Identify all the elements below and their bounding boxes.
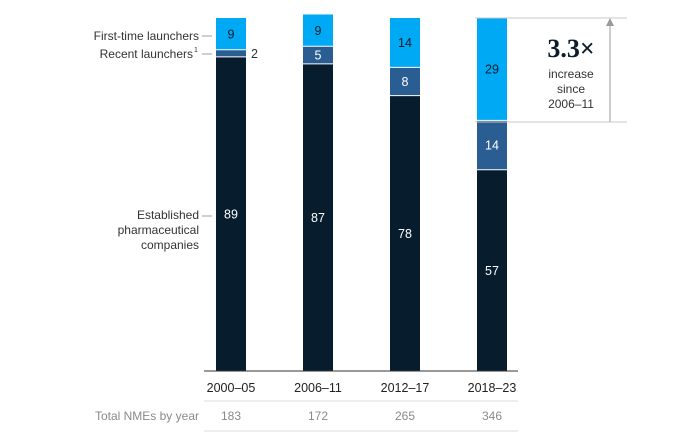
bar-recent-launchers-2018-23 [477, 120, 507, 170]
data-label-recent-launchers-2000-05: 2 [251, 47, 258, 61]
data-label-established-pharmaceutical-companies-2012-17: 78 [398, 227, 412, 241]
bar-first-time-launchers-2012-17 [390, 18, 420, 68]
bars-group [216, 14, 507, 371]
callout-arrowhead-icon [606, 18, 614, 26]
x-tick-label-2000-05: 2000–05 [207, 381, 256, 395]
total-value-2000-05: 183 [221, 409, 241, 423]
bar-recent-launchers-2000-05 [216, 49, 246, 57]
total-value-2006-11: 172 [308, 409, 328, 423]
data-label-established-pharmaceutical-companies-2018-23: 57 [485, 264, 499, 278]
callout-text-1: increase [548, 67, 594, 81]
x-tick-label-2012-17: 2012–17 [381, 381, 430, 395]
data-label-first-time-launchers-2012-17: 14 [398, 36, 412, 50]
data-label-established-pharmaceutical-companies-2000-05: 89 [224, 207, 238, 221]
total-value-2018-23: 346 [482, 409, 502, 423]
data-label-recent-launchers-2012-17: 8 [402, 75, 409, 89]
series-label-established-2: pharmaceutical [118, 223, 199, 237]
totals-row-values: 183 172 265 346 [221, 409, 502, 423]
callout-value: 3.3× [547, 34, 594, 63]
x-tick-label-2006-11: 2006–11 [294, 381, 342, 395]
series-label-recent: Recent launchers [100, 47, 193, 61]
x-tick-labels-group: 2000–05 2006–11 2012–17 2018–23 [207, 381, 517, 395]
data-label-first-time-launchers-2006-11: 9 [315, 24, 322, 38]
callout-text-3: 2006–11 [548, 97, 594, 111]
footnote-marker: 1 [194, 47, 198, 54]
bar-first-time-launchers-2006-11 [303, 14, 333, 47]
data-label-established-pharmaceutical-companies-2006-11: 87 [311, 211, 325, 225]
data-label-recent-launchers-2018-23: 14 [485, 139, 499, 153]
bar-recent-launchers-2006-11 [303, 46, 333, 64]
bar-established-pharmaceutical-companies-2000-05 [216, 56, 246, 371]
total-value-2012-17: 265 [395, 409, 415, 423]
callout-text-2: since [557, 82, 585, 96]
totals-row-label: Total NMEs by year [95, 409, 199, 423]
bar-established-pharmaceutical-companies-2006-11 [303, 63, 333, 371]
series-label-established-3: companies [141, 238, 199, 252]
x-tick-label-2018-23: 2018–23 [468, 381, 517, 395]
bar-first-time-launchers-2018-23 [477, 18, 507, 121]
data-label-first-time-launchers-2018-23: 29 [485, 63, 499, 77]
bar-recent-launchers-2012-17 [390, 67, 420, 96]
bar-established-pharmaceutical-companies-2018-23 [477, 169, 507, 371]
series-label-first-time: First-time launchers [94, 29, 199, 43]
bar-established-pharmaceutical-companies-2012-17 [390, 95, 420, 371]
data-label-recent-launchers-2006-11: 5 [315, 49, 322, 63]
bar-first-time-launchers-2000-05 [216, 18, 246, 50]
data-label-first-time-launchers-2000-05: 9 [228, 27, 235, 41]
series-label-established-1: Established [137, 208, 199, 222]
